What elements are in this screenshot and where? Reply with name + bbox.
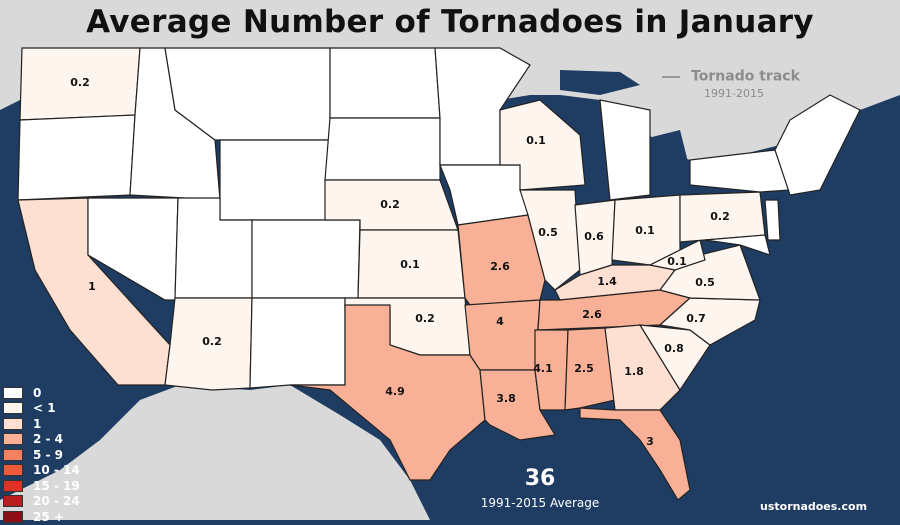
state-value-mo: 2.6	[490, 260, 510, 273]
state-wi[interactable]	[499, 99, 586, 191]
state-value-pa: 0.2	[710, 210, 730, 223]
state-value-tn: 2.6	[582, 308, 602, 321]
legend-row: < 1	[3, 401, 80, 417]
state-ga[interactable]	[604, 324, 681, 411]
mexico-landmass	[0, 385, 430, 520]
legend-row: 2 - 4	[3, 432, 80, 448]
state-value-ga: 1.8	[624, 365, 644, 378]
legend-label: 0	[33, 385, 42, 400]
legend-swatch	[3, 448, 23, 461]
state-value-ok: 0.2	[415, 312, 435, 325]
legend-label: 20 - 24	[33, 494, 80, 509]
legend-label: 10 - 14	[33, 463, 80, 478]
legend-row: 15 - 19	[3, 478, 80, 494]
state-value-tx: 4.9	[385, 385, 405, 398]
state-wy[interactable]	[219, 139, 331, 221]
state-mi[interactable]	[599, 99, 651, 201]
legend-label: 15 - 19	[33, 478, 80, 493]
legend-swatch	[3, 510, 23, 523]
state-value-ca: 1	[88, 280, 96, 293]
lake-superior	[560, 70, 640, 95]
state-value-va: 0.5	[695, 276, 715, 289]
state-tx[interactable]	[289, 304, 486, 481]
legend-swatch	[3, 479, 23, 492]
site-credit[interactable]: ustornadoes.com	[760, 500, 868, 513]
state-nv[interactable]	[87, 197, 179, 301]
legend-row: 25 +	[3, 509, 80, 525]
map-title: Average Number of Tornadoes in January	[86, 4, 814, 40]
state-value-nc: 0.7	[686, 312, 706, 325]
state-value-al: 2.5	[574, 362, 594, 375]
state-md[interactable]	[704, 234, 771, 256]
total-average-subtitle: 1991-2015 Average	[480, 496, 600, 510]
legend-row: 0	[3, 385, 80, 401]
state-value-az: 0.2	[202, 335, 222, 348]
state-value-il: 0.5	[538, 226, 558, 239]
legend-row: 20 - 24	[3, 494, 80, 510]
state-value-ky: 1.4	[597, 275, 617, 288]
tornado-track-legend: Tornado track 1991-2015	[662, 66, 822, 100]
state-nd[interactable]	[329, 47, 441, 119]
state-value-wv: 0.1	[667, 255, 687, 268]
total-average-value: 36	[524, 466, 556, 491]
state-ny[interactable]	[689, 149, 791, 193]
legend-row: 5 - 9	[3, 447, 80, 463]
legend-swatch	[3, 433, 23, 446]
state-value-la: 3.8	[496, 392, 516, 405]
legend-label: 1	[33, 416, 42, 431]
track-line-icon	[662, 75, 680, 78]
legend-label: 25 +	[33, 509, 64, 524]
legend-swatch	[3, 417, 23, 430]
state-value-ne: 0.2	[380, 198, 400, 211]
state-value-oh: 0.1	[635, 224, 655, 237]
state-ar[interactable]	[464, 299, 541, 371]
legend-swatch	[3, 495, 23, 508]
track-years: 1991-2015	[704, 87, 764, 100]
state-wv[interactable]	[648, 239, 706, 271]
legend-swatch	[3, 386, 23, 399]
state-co[interactable]	[251, 219, 361, 299]
state-ms[interactable]	[534, 329, 569, 411]
state-value-in: 0.6	[584, 230, 604, 243]
state-or[interactable]	[17, 114, 136, 201]
state-value-ms: 4.1	[533, 362, 553, 375]
state-value-fl: 3	[646, 435, 654, 448]
state-value-sc: 0.8	[664, 342, 684, 355]
lake-michigan	[585, 130, 605, 195]
legend-swatch	[3, 464, 23, 477]
track-label: Tornado track	[691, 68, 800, 85]
state-value-ar: 4	[496, 315, 504, 328]
legend-label: 5 - 9	[33, 447, 64, 462]
state-value-labels: 0.2 1 0.2 0.2 0.1 0.2 4.9 2.6 4 3.8 4.1 2.5 1.8 3 2.6 1…	[70, 76, 730, 448]
state-nj[interactable]	[764, 199, 781, 241]
state-value-ks: 0.1	[400, 258, 420, 271]
state-new-england[interactable]	[774, 94, 861, 196]
state-fl[interactable]	[579, 407, 691, 501]
state-sd[interactable]	[324, 117, 441, 181]
legend-row: 1	[3, 416, 80, 432]
state-value-wi: 0.1	[526, 134, 546, 147]
state-al[interactable]	[564, 327, 616, 411]
state-value-wa: 0.2	[70, 76, 90, 89]
states-layer	[17, 47, 861, 501]
legend-label: < 1	[33, 401, 56, 416]
legend-row: 10 - 14	[3, 463, 80, 479]
legend-label: 2 - 4	[33, 432, 64, 447]
lake-huron	[640, 130, 690, 175]
legend-swatch	[3, 402, 23, 415]
state-nm[interactable]	[249, 297, 346, 389]
